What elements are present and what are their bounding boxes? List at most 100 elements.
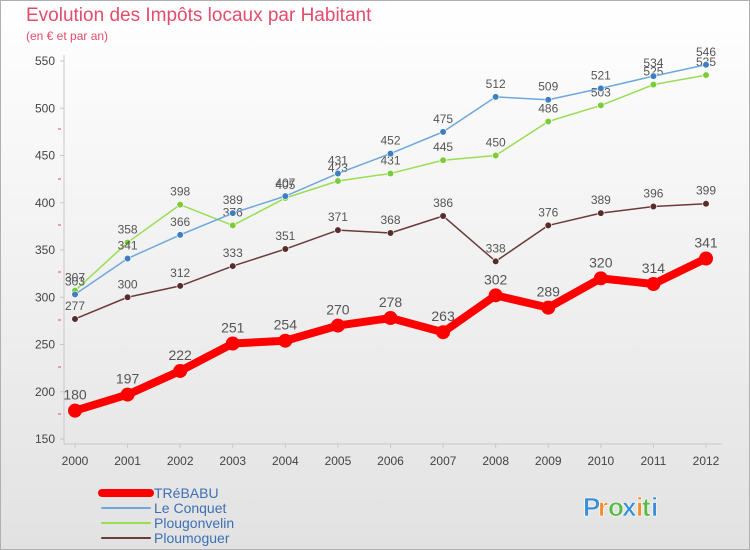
- y-tick-group: 150 200 250 300 350 400 450 500 550: [35, 54, 64, 446]
- x-tick-label: 2006: [377, 454, 404, 468]
- data-label: 333: [223, 246, 243, 260]
- y-tick-label: 200: [35, 385, 55, 399]
- data-point: [593, 271, 608, 286]
- data-label: 312: [170, 266, 190, 280]
- data-point: [439, 212, 447, 220]
- y-tick-label: 300: [35, 290, 55, 304]
- data-label: 546: [696, 45, 716, 59]
- data-point: [281, 245, 289, 253]
- data-label: 277: [65, 299, 85, 313]
- x-tick-label: 2011: [641, 454, 667, 468]
- y-tick-label: 350: [35, 243, 55, 257]
- data-point: [492, 151, 500, 160]
- x-tick-label: 2007: [430, 454, 457, 468]
- data-label: 405: [275, 178, 295, 192]
- data-point: [544, 117, 552, 126]
- data-point: [229, 209, 237, 217]
- brand-letter: o: [608, 492, 624, 522]
- data-label: 314: [642, 260, 666, 276]
- data-point: [597, 84, 605, 93]
- data-point: [281, 192, 289, 200]
- x-tick-label: 2009: [535, 454, 562, 468]
- data-point: [173, 363, 188, 378]
- data-label: 251: [221, 320, 245, 336]
- data-label: 389: [223, 193, 243, 207]
- data-label: 371: [328, 210, 348, 224]
- data-point: [123, 293, 132, 301]
- y-tick-label: 250: [35, 338, 55, 352]
- data-point: [71, 290, 79, 299]
- data-point: [544, 221, 552, 230]
- brand-letter: i: [651, 492, 658, 522]
- data-label: 396: [643, 187, 663, 201]
- data-label: 270: [326, 302, 350, 318]
- data-point: [646, 277, 661, 292]
- y-tick-label: 150: [35, 432, 55, 446]
- data-label: 389: [591, 193, 611, 207]
- data-point: [68, 403, 82, 418]
- legend-label: Le Conquet: [154, 500, 227, 516]
- brand-letter: t: [642, 492, 651, 522]
- data-label: 452: [380, 134, 400, 148]
- brand-logo: Pr ox it i: [583, 492, 659, 523]
- series-3: 277 300 312 333 351 371 368 386 338 376 389 396 399: [65, 184, 716, 323]
- data-label: 341: [694, 235, 718, 251]
- data-label: 368: [380, 213, 400, 227]
- x-tick-label: 2000: [62, 454, 89, 468]
- data-label: 180: [63, 387, 87, 403]
- data-label: 445: [433, 140, 453, 154]
- data-label: 278: [379, 294, 403, 310]
- brand-letter: i: [636, 492, 643, 522]
- x-tick-label: 2005: [325, 454, 352, 468]
- data-label: 376: [538, 205, 558, 219]
- data-label: 302: [484, 271, 508, 287]
- data-point: [436, 325, 451, 340]
- data-point: [649, 72, 658, 80]
- legend-label: Plougonvelin: [154, 515, 234, 531]
- x-tick-label: 2008: [482, 454, 509, 468]
- data-point: [386, 229, 395, 237]
- data-label: 534: [643, 56, 663, 70]
- data-point: [229, 262, 237, 270]
- data-point: [544, 96, 552, 104]
- x-tick-label: 2004: [272, 454, 299, 468]
- x-tick-group: 2000 2001 2002 2003 2004 2005 2006 2007 2008 2009…: [62, 444, 720, 468]
- data-point: [439, 156, 447, 164]
- x-tick-label: 2001: [114, 454, 141, 468]
- legend-label: TRéBABU: [154, 485, 219, 501]
- data-point: [120, 387, 135, 402]
- data-point: [597, 101, 605, 110]
- data-point: [386, 150, 395, 158]
- data-point: [278, 333, 293, 348]
- chart-subtitle: (en € et par an): [26, 29, 108, 43]
- data-point: [492, 257, 500, 265]
- data-label: 303: [65, 274, 85, 288]
- data-point: [330, 318, 345, 333]
- data-point: [229, 221, 237, 230]
- data-point: [334, 177, 342, 185]
- data-label: 263: [431, 308, 455, 324]
- data-label: 320: [589, 254, 613, 270]
- series-1: 303 341 366 389 407 431 452 475 512 509 521 534 546: [65, 45, 716, 299]
- y-tick-label: 400: [35, 196, 55, 210]
- data-point: [649, 202, 658, 211]
- data-point: [439, 128, 447, 136]
- data-point: [123, 254, 132, 263]
- data-label: 431: [380, 153, 400, 167]
- data-point: [176, 201, 184, 209]
- data-label: 254: [274, 317, 298, 333]
- data-label: 307: [65, 271, 85, 285]
- x-tick-label: 2012: [693, 454, 720, 468]
- data-label: 358: [118, 222, 138, 236]
- data-label: 222: [168, 347, 192, 363]
- data-point: [541, 300, 556, 315]
- data-label: 399: [696, 184, 716, 198]
- data-point: [176, 231, 184, 239]
- data-point: [699, 251, 713, 266]
- data-label: 521: [591, 68, 611, 82]
- data-label: 366: [170, 215, 190, 229]
